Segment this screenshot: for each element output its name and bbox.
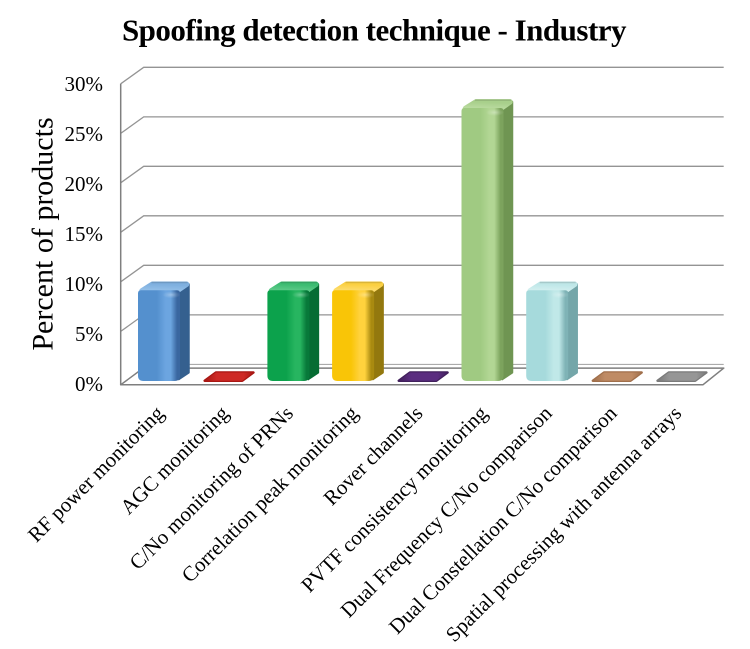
svg-text:Spoofing detection technique -: Spoofing detection technique - Industry xyxy=(122,13,627,48)
svg-text:0%: 0% xyxy=(75,372,103,396)
svg-text:20%: 20% xyxy=(65,172,104,196)
svg-text:15%: 15% xyxy=(65,222,104,246)
svg-text:30%: 30% xyxy=(65,72,104,96)
svg-text:Percent of products: Percent of products xyxy=(26,117,59,350)
svg-text:25%: 25% xyxy=(65,122,104,146)
svg-text:5%: 5% xyxy=(75,322,103,346)
svg-text:10%: 10% xyxy=(65,272,104,296)
